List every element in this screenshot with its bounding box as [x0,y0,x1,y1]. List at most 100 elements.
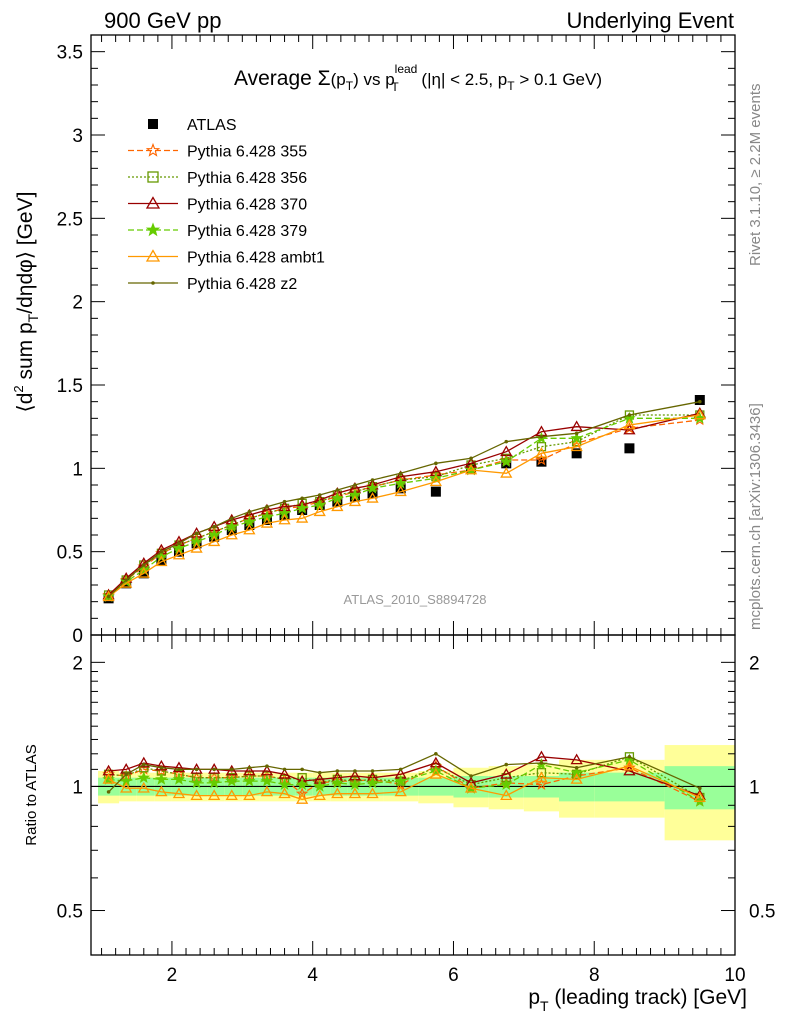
ratio-point-pythia-6-428-ambt1 [120,781,133,793]
main-point-pythia-6-428-ambt1 [348,495,362,507]
ratio-y-tick-label: 0.5 [57,902,83,923]
ratio-uncertainty-bands [91,745,735,841]
legend-label: Pythia 6.428 z2 [187,276,297,293]
ratio-point-pythia-6-428-z2 [398,767,403,772]
ratio-line-pythia-6-428-356 [108,756,701,799]
main-point-pythia-6-428-ambt1 [535,447,548,458]
main-point-pythia-6-428-ambt1 [623,418,636,430]
main-point-pythia-6-428-z2 [300,496,304,501]
main-point-pythia-6-428-z2 [353,483,357,487]
ratio-panel-frame [90,634,736,956]
y-tick-label: 2.5 [57,209,83,230]
main-point-pythia-6-428-z2 [398,471,403,476]
main-point-atlas [571,448,582,459]
ratio-point-pythia-6-428-ambt1 [500,789,513,801]
main-point-pythia-6-428-ambt1 [429,475,442,487]
main-point-pythia-6-428-z2 [317,493,322,497]
axes: 0 0.5 1 1.5 2 2.5 3 3.5 0.5 0.5 1 1 2 2 2 4 6 8 10 [57,34,775,986]
y-tick-label: 3.5 [57,43,83,64]
legend-marker [147,171,159,183]
ratio-point-pythia-6-428-z2 [627,754,632,759]
ratio-point-pythia-6-428-z2 [124,772,128,777]
main-point-pythia-6-428-z2 [159,549,164,554]
ratio-point-pythia-6-428-379 [394,774,407,787]
legend-label: Pythia 6.428 370 [187,197,307,214]
main-panel-series [102,395,707,604]
main-point-pythia-6-428-ambt1 [394,485,407,497]
ratio-point-pythia-6-428-ambt1 [464,781,478,793]
legend-label: Pythia 6.428 379 [187,223,307,240]
ratio-point-pythia-6-428-379 [155,772,168,785]
ratio-y-tick-label: 1 [72,777,83,798]
main-point-pythia-6-428-370 [570,420,583,432]
ratio-point-pythia-6-428-z2 [434,751,438,756]
ratio-point-pythia-6-428-z2 [159,765,164,770]
chart-title: Average Σ(pT) vs plead T (|η| < 2.5, pT >… [234,62,602,94]
y-tick-label: 0 [72,626,83,647]
ratio-point-pythia-6-428-ambt1 [296,793,309,804]
ratio-point-pythia-6-428-z2 [300,767,304,772]
main-point-pythia-6-428-z2 [265,504,269,509]
y-tick-label: 2 [72,293,83,314]
legend-label: ATLAS [187,117,237,134]
ratio-point-pythia-6-428-379 [102,772,115,785]
main-point-pythia-6-428-ambt1 [366,492,379,503]
ratio-point-pythia-6-428-ambt1 [313,789,326,801]
ratio-point-pythia-6-428-379 [278,778,291,791]
x-tick-label: 4 [307,965,318,986]
ratio-point-pythia-6-428-379 [348,778,362,790]
ratio-y-tick-label-right: 0.5 [749,902,775,923]
ratio-point-pythia-6-428-ambt1 [208,789,221,801]
x-tick-label: 6 [448,965,459,986]
ratio-point-pythia-6-428-z2 [229,767,234,772]
ratio-point-pythia-6-428-z2 [141,762,146,767]
header-right: Underlying Event [566,8,734,33]
ratio-point-pythia-6-428-ambt1 [172,787,186,799]
main-point-pythia-6-428-ambt1 [208,535,221,547]
main-point-pythia-6-428-ambt1 [570,440,583,452]
main-line-pythia-6-428-z2 [108,401,700,598]
main-line-pythia-6-428-355 [108,419,700,596]
y-axis-label-ratio: Ratio to ATLAS [23,744,40,845]
main-point-pythia-6-428-z2 [434,461,438,466]
main-point-pythia-6-428-ambt1 [260,517,274,528]
ratio-point-pythia-6-428-ambt1 [225,789,238,801]
ratio-point-pythia-6-428-z2 [574,765,579,770]
legend-marker [145,142,161,157]
main-point-pythia-6-428-ambt1 [243,523,256,535]
ratio-point-pythia-6-428-ambt1 [623,759,636,771]
ratio-point-pythia-6-428-z2 [335,769,340,773]
ratio-point-pythia-6-428-z2 [265,764,269,768]
main-point-pythia-6-428-z2 [177,541,181,546]
ratio-point-pythia-6-428-z2 [370,769,375,773]
main-point-pythia-6-428-z2 [574,431,579,436]
ratio-point-pythia-6-428-z2 [212,767,216,772]
main-line-pythia-6-428-370 [108,412,700,596]
main-point-pythia-6-428-ambt1 [172,548,186,560]
ratio-point-pythia-6-428-379 [225,774,238,787]
legend-marker [151,281,155,285]
x-tick-label: 8 [589,965,600,986]
ratio-point-pythia-6-428-370 [208,763,221,774]
main-point-pythia-6-428-ambt1 [190,542,203,553]
ratio-point-pythia-6-428-z2 [177,767,181,772]
main-point-pythia-6-428-ambt1 [155,555,168,567]
ratio-point-pythia-6-428-ambt1 [394,785,407,797]
main-point-pythia-6-428-z2 [627,413,632,417]
ratio-point-pythia-6-428-379 [500,778,513,790]
ratio-point-pythia-6-428-ambt1 [429,768,442,779]
ratio-panel-series [102,750,707,807]
main-point-atlas [430,486,441,497]
ratio-point-pythia-6-428-ambt1 [570,773,583,784]
ratio-point-pythia-6-428-356 [536,768,547,778]
main-point-pythia-6-428-ambt1 [331,500,344,512]
main-point-pythia-6-428-z2 [504,439,509,444]
ratio-point-pythia-6-428-379 [366,776,379,789]
ratio-point-pythia-6-428-z2 [469,774,473,778]
legend-label: Pythia 6.428 ambt1 [187,250,325,267]
legend-marker [148,119,158,129]
legend-label: Pythia 6.428 356 [187,170,307,187]
main-point-pythia-6-428-z2 [370,478,375,482]
main-point-pythia-6-428-ambt1 [464,463,478,475]
